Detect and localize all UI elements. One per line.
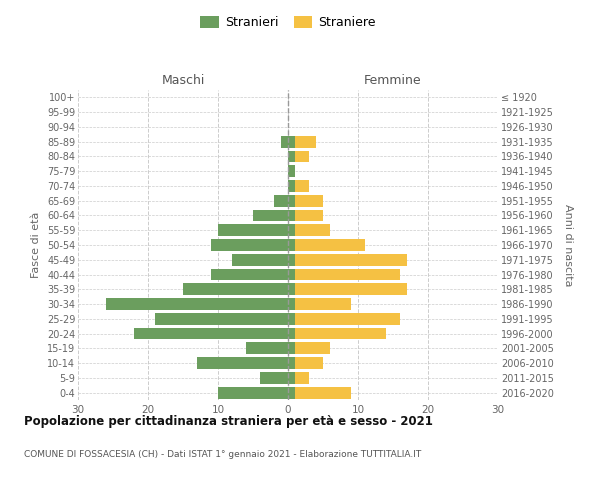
Bar [288,224,295,236]
Bar [218,386,288,398]
Bar [288,342,330,354]
Bar [288,224,330,236]
Bar [288,268,400,280]
Bar [288,313,400,324]
Bar [288,268,295,280]
Bar [288,328,295,340]
Bar [288,372,309,384]
Bar [211,239,288,251]
Bar [288,210,323,222]
Bar [288,195,323,206]
Bar [288,357,323,369]
Bar [288,239,365,251]
Text: COMUNE DI FOSSACESIA (CH) - Dati ISTAT 1° gennaio 2021 - Elaborazione TUTTITALIA: COMUNE DI FOSSACESIA (CH) - Dati ISTAT 1… [24,450,421,459]
Bar [288,180,295,192]
Bar [288,386,351,398]
Bar [288,284,407,295]
Bar [288,298,295,310]
Bar [288,328,386,340]
Bar [253,210,288,222]
Bar [232,254,288,266]
Bar [288,372,295,384]
Bar [288,254,295,266]
Bar [288,136,316,147]
Bar [155,313,288,324]
Bar [288,386,295,398]
Bar [274,195,288,206]
Bar [106,298,288,310]
Bar [288,150,309,162]
Bar [246,342,288,354]
Legend: Stranieri, Straniere: Stranieri, Straniere [195,11,381,34]
Bar [288,150,295,162]
Text: Maschi: Maschi [161,74,205,87]
Bar [288,254,407,266]
Bar [281,136,288,147]
Bar [288,239,295,251]
Bar [288,180,309,192]
Y-axis label: Anni di nascita: Anni di nascita [563,204,573,286]
Text: Popolazione per cittadinanza straniera per età e sesso - 2021: Popolazione per cittadinanza straniera p… [24,415,433,428]
Bar [288,284,295,295]
Bar [211,268,288,280]
Bar [288,298,351,310]
Bar [288,313,295,324]
Bar [288,136,295,147]
Bar [183,284,288,295]
Bar [288,195,295,206]
Bar [288,342,295,354]
Bar [288,166,295,177]
Bar [197,357,288,369]
Y-axis label: Fasce di età: Fasce di età [31,212,41,278]
Text: Femmine: Femmine [364,74,422,87]
Bar [260,372,288,384]
Bar [288,210,295,222]
Bar [288,166,295,177]
Bar [218,224,288,236]
Bar [134,328,288,340]
Bar [288,357,295,369]
